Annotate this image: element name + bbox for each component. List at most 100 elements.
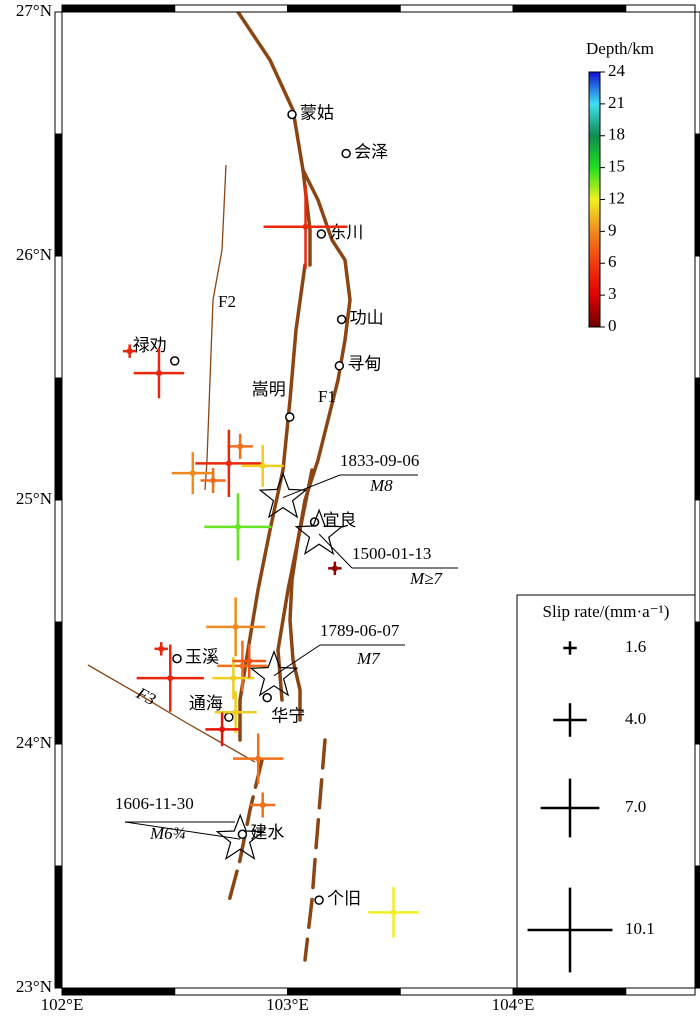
slip-cross [263, 184, 348, 269]
slip-cross [122, 344, 137, 358]
slip-cross [328, 561, 342, 576]
cross-center [126, 348, 133, 355]
cross-center [255, 755, 262, 762]
cross-center [302, 223, 309, 230]
place-marker [336, 314, 347, 325]
event-date: 1833-09-06 [340, 451, 419, 470]
event-magnitude: M6¾ [149, 824, 186, 843]
place-marker [285, 412, 295, 422]
event-magnitude: M7 [356, 649, 381, 668]
cross-center [237, 443, 244, 450]
y-tick-label: 24°N [16, 733, 52, 752]
slip-cross [232, 644, 266, 678]
border-segment [694, 11, 700, 135]
place-marker [172, 653, 182, 664]
colorbar-tick-label: 21 [608, 93, 625, 112]
border-segment [54, 11, 63, 135]
cross-center [259, 462, 266, 469]
cross-center [239, 662, 246, 669]
place-marker [262, 692, 272, 703]
slip-cross [241, 444, 284, 487]
border-segment [54, 621, 63, 745]
border-segment [54, 743, 63, 867]
border-segment [54, 255, 63, 379]
place-label: 个旧 [327, 889, 361, 908]
border-segment [399, 4, 514, 13]
legend-title: Slip rate/(mm·a⁻¹) [543, 602, 670, 621]
cross-center [246, 658, 253, 665]
colorbar-tick-label: 18 [608, 125, 625, 144]
fault-line [303, 738, 327, 962]
earthquake-star [294, 508, 344, 555]
border-segment [54, 499, 63, 623]
cross-center [155, 370, 162, 377]
fault-line [288, 168, 352, 722]
cross-center [189, 470, 196, 477]
x-tick-label: 104°E [492, 995, 535, 1014]
leader-line [282, 474, 341, 499]
colorbar-tick-label: 12 [608, 188, 625, 207]
faults [87, 10, 352, 962]
frame-border [54, 4, 700, 996]
cross-center [219, 726, 226, 733]
event-date: 1500-01-13 [352, 544, 431, 563]
cross-center [225, 460, 232, 467]
earthquake-star [249, 649, 299, 697]
slip-cross [206, 597, 266, 657]
place-label: 功山 [350, 308, 384, 327]
place-marker [334, 361, 345, 371]
fault-line [87, 664, 256, 763]
place-label: 嵩明 [252, 380, 286, 399]
place-label: 建水 [250, 823, 284, 842]
slip-cross [227, 433, 253, 459]
cross-center [232, 709, 239, 716]
colorbar-tick-label: 6 [608, 252, 617, 271]
place-label: 华宁 [271, 707, 305, 726]
earthquake-star [215, 813, 265, 861]
border-segment [625, 4, 696, 13]
slip-cross [250, 792, 276, 818]
x-tick-label: 102°E [41, 995, 84, 1014]
place-label: 通海 [189, 694, 223, 713]
place-marker [224, 712, 234, 722]
place-marker [237, 829, 248, 840]
cross-center [234, 523, 241, 530]
slip-cross [154, 642, 168, 656]
place-label: 蒙姑 [300, 103, 334, 122]
event-date: 1606-11-30 [115, 794, 194, 813]
x-tick-label: 103°E [266, 995, 309, 1014]
colorbar-tick-label: 15 [608, 157, 625, 176]
slip-cross [214, 691, 257, 734]
place-label: 会泽 [354, 142, 388, 161]
border-segment [61, 4, 176, 13]
colorbar-title: Depth/km [586, 39, 654, 58]
legend-cross [563, 641, 577, 655]
place-label: 寻甸 [347, 355, 381, 374]
fault-line [236, 10, 312, 267]
legend-cross [553, 703, 587, 737]
slip-cross [205, 712, 239, 747]
legend-cross [540, 778, 600, 838]
colorbar-tick-label: 3 [608, 284, 617, 303]
colorbar-tick-label: 9 [608, 220, 617, 239]
slip-cross [232, 733, 284, 784]
place-label: 玉溪 [185, 648, 219, 667]
event-date: 1789-06-07 [320, 621, 400, 640]
border-segment [694, 621, 700, 745]
fault-line [204, 164, 227, 491]
slip-cross [136, 644, 204, 712]
place-marker [316, 229, 327, 239]
border-segment [54, 865, 63, 989]
cross-center [167, 675, 174, 682]
border-segment [694, 377, 700, 501]
y-tick-label: 23°N [16, 977, 52, 996]
slip-cross [212, 657, 255, 700]
slip-cross [195, 429, 263, 497]
cross-center [210, 477, 217, 484]
slip-cross [368, 887, 419, 938]
border-segment [694, 133, 700, 257]
slip-cross [133, 347, 185, 399]
cross-center [331, 565, 338, 572]
cross-center [158, 645, 165, 652]
